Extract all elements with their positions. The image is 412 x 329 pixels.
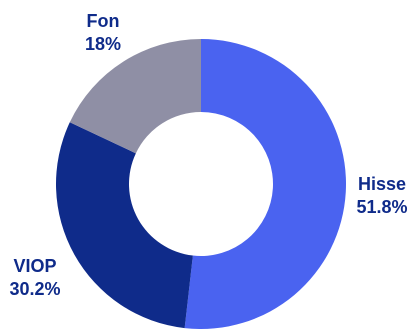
slice-hisse bbox=[184, 39, 346, 329]
slice-value-hisse: 51.8% bbox=[356, 197, 407, 217]
slice-label-viop: VIOP bbox=[13, 256, 56, 276]
slice-value-viop: 30.2% bbox=[9, 279, 60, 299]
slice-label-hisse: Hisse bbox=[358, 174, 406, 194]
slice-labels: Hisse 51.8% VIOP 30.2% Fon 18% bbox=[9, 11, 407, 299]
slice-value-fon: 18% bbox=[85, 34, 121, 54]
slice-fon bbox=[69, 39, 201, 154]
slice-viop bbox=[55, 122, 193, 329]
slice-label-fon: Fon bbox=[87, 11, 120, 31]
donut-slices bbox=[55, 39, 346, 329]
